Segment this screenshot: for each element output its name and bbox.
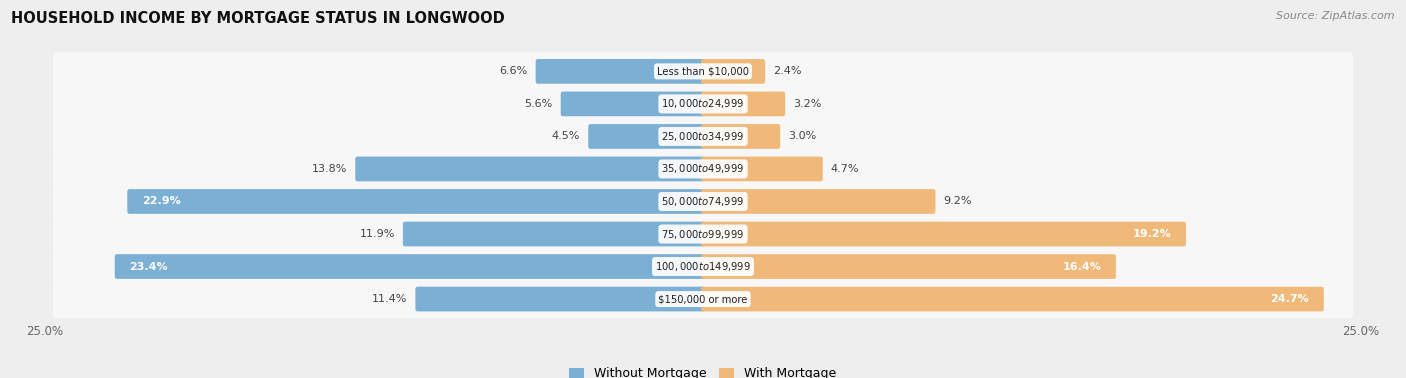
Text: 25.0%: 25.0% — [1343, 325, 1379, 338]
Text: $100,000 to $149,999: $100,000 to $149,999 — [655, 260, 751, 273]
FancyBboxPatch shape — [53, 150, 1353, 188]
Text: 4.5%: 4.5% — [553, 132, 581, 141]
Text: 25.0%: 25.0% — [27, 325, 63, 338]
Text: $25,000 to $34,999: $25,000 to $34,999 — [661, 130, 745, 143]
FancyBboxPatch shape — [53, 215, 1353, 253]
Text: 22.9%: 22.9% — [142, 197, 180, 206]
FancyBboxPatch shape — [53, 85, 1353, 123]
FancyBboxPatch shape — [702, 59, 765, 84]
Text: 4.7%: 4.7% — [831, 164, 859, 174]
FancyBboxPatch shape — [588, 124, 704, 149]
Text: 13.8%: 13.8% — [312, 164, 347, 174]
Text: HOUSEHOLD INCOME BY MORTGAGE STATUS IN LONGWOOD: HOUSEHOLD INCOME BY MORTGAGE STATUS IN L… — [11, 11, 505, 26]
Text: $10,000 to $24,999: $10,000 to $24,999 — [661, 98, 745, 110]
Text: 23.4%: 23.4% — [129, 262, 167, 271]
Text: 24.7%: 24.7% — [1271, 294, 1309, 304]
FancyBboxPatch shape — [561, 91, 704, 116]
FancyBboxPatch shape — [702, 156, 823, 181]
FancyBboxPatch shape — [702, 189, 935, 214]
FancyBboxPatch shape — [536, 59, 704, 84]
Text: 9.2%: 9.2% — [943, 197, 972, 206]
Text: 19.2%: 19.2% — [1133, 229, 1171, 239]
Text: 11.9%: 11.9% — [360, 229, 395, 239]
FancyBboxPatch shape — [702, 124, 780, 149]
Text: $150,000 or more: $150,000 or more — [658, 294, 748, 304]
Text: Less than $10,000: Less than $10,000 — [657, 67, 749, 76]
FancyBboxPatch shape — [404, 222, 704, 246]
FancyBboxPatch shape — [702, 254, 1116, 279]
Text: 6.6%: 6.6% — [499, 67, 527, 76]
Text: 2.4%: 2.4% — [773, 67, 801, 76]
Text: $50,000 to $74,999: $50,000 to $74,999 — [661, 195, 745, 208]
FancyBboxPatch shape — [53, 117, 1353, 156]
Text: 3.0%: 3.0% — [789, 132, 817, 141]
Text: Source: ZipAtlas.com: Source: ZipAtlas.com — [1277, 11, 1395, 21]
Text: $35,000 to $49,999: $35,000 to $49,999 — [661, 163, 745, 175]
Text: $75,000 to $99,999: $75,000 to $99,999 — [661, 228, 745, 240]
FancyBboxPatch shape — [128, 189, 704, 214]
Text: 11.4%: 11.4% — [373, 294, 408, 304]
FancyBboxPatch shape — [702, 222, 1187, 246]
FancyBboxPatch shape — [415, 287, 704, 311]
FancyBboxPatch shape — [115, 254, 704, 279]
FancyBboxPatch shape — [702, 287, 1324, 311]
FancyBboxPatch shape — [53, 247, 1353, 286]
FancyBboxPatch shape — [53, 52, 1353, 91]
Text: 16.4%: 16.4% — [1063, 262, 1101, 271]
Text: 5.6%: 5.6% — [524, 99, 553, 109]
Text: 3.2%: 3.2% — [793, 99, 821, 109]
FancyBboxPatch shape — [53, 182, 1353, 221]
Legend: Without Mortgage, With Mortgage: Without Mortgage, With Mortgage — [569, 367, 837, 378]
FancyBboxPatch shape — [702, 91, 785, 116]
FancyBboxPatch shape — [53, 280, 1353, 318]
FancyBboxPatch shape — [356, 156, 704, 181]
